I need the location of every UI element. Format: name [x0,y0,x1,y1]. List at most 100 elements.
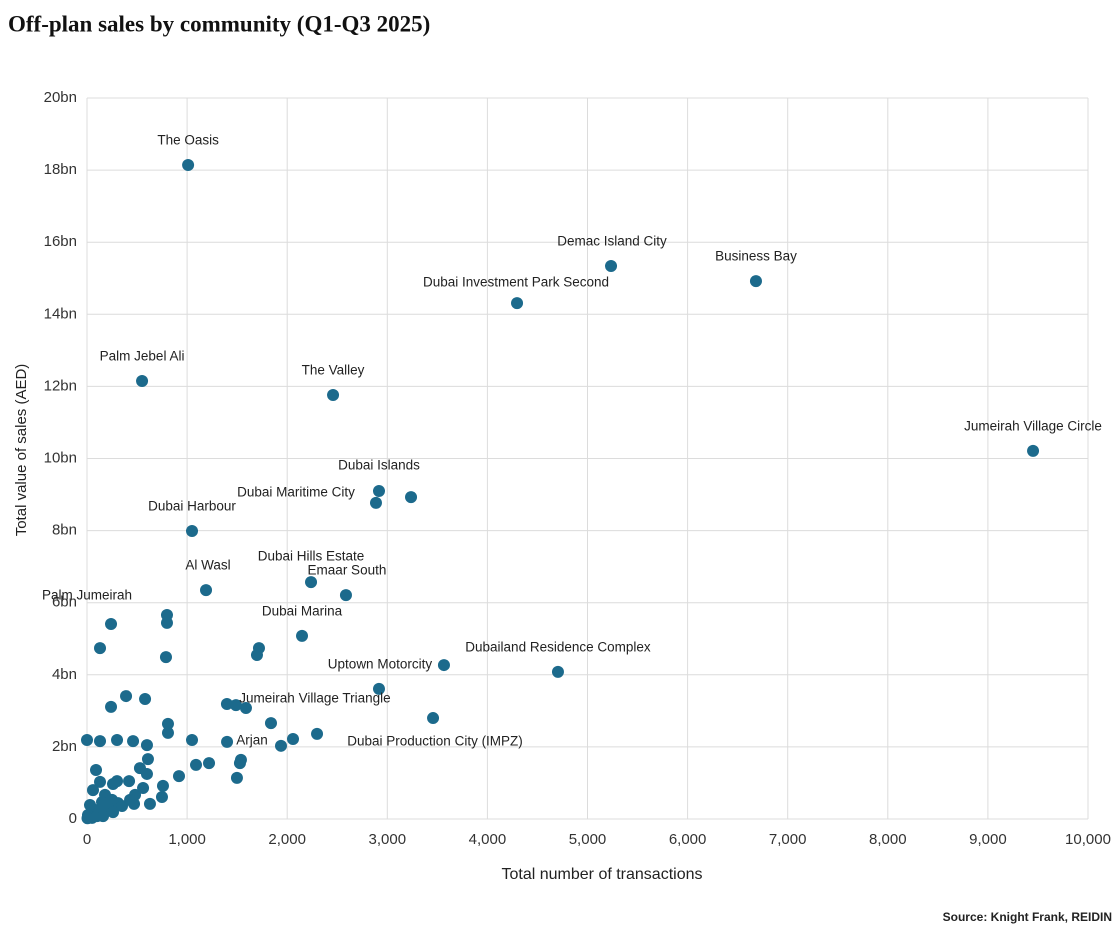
data-point [120,690,133,703]
y-tick-label: 6bn [52,594,77,611]
data-point [427,712,440,725]
data-point [200,584,213,597]
x-tick-label: 8,000 [869,831,907,848]
x-tick-label: 0 [83,831,91,848]
data-point [190,758,203,771]
data-point [230,771,243,784]
data-point [107,778,120,791]
data-point [161,717,174,730]
y-tick-label: 16bn [44,233,77,250]
x-tick-label: 2,000 [268,831,306,848]
data-point [369,496,382,509]
data-point [87,784,100,797]
data-point [94,775,107,788]
data-point [137,781,150,794]
point-label: Palm Jebel Ali [100,349,185,364]
data-point [156,779,169,792]
point-label: Business Bay [715,249,797,264]
y-tick-label: 4bn [52,666,77,683]
data-point [159,651,172,664]
data-point [127,735,140,748]
x-tick-label: 3,000 [369,831,407,848]
x-tick-label: 9,000 [969,831,1007,848]
data-point [203,757,216,770]
data-point [172,770,185,783]
data-point [605,259,618,272]
data-point [229,699,242,712]
data-point [136,374,149,387]
data-point [143,797,156,810]
x-tick-label: 7,000 [769,831,807,848]
x-tick-label: 6,000 [669,831,707,848]
data-point [155,791,168,804]
source-note: Source: Knight Frank, REIDIN [943,910,1112,924]
data-point [287,732,300,745]
x-tick-label: 4,000 [469,831,507,848]
data-point [250,648,263,661]
data-point [186,734,199,747]
point-label: Emaar South [308,563,387,578]
data-point [264,717,277,730]
data-point [124,793,137,806]
point-label: Dubai Production City (IMPZ) [347,734,523,749]
data-point [296,629,309,642]
data-point [133,762,146,775]
data-point [141,753,154,766]
point-label: Jumeirah Village Circle [964,418,1102,433]
data-point [220,698,233,711]
y-tick-label: 20bn [44,89,77,106]
y-tick-label: 8bn [52,522,77,539]
point-label: Palm Jumeirah [42,588,132,603]
data-point [139,692,152,705]
data-point [327,389,340,402]
data-point [94,735,107,748]
point-label: Dubai Investment Park Second [423,275,609,290]
data-point [511,297,524,310]
y-tick-label: 14bn [44,305,77,322]
data-point [94,642,107,655]
data-point [405,491,418,504]
point-label: Uptown Motorcity [328,657,433,672]
point-label: Demac Island City [557,234,667,249]
data-point [96,796,109,809]
x-tick-label: 1,000 [168,831,206,848]
data-point [182,159,195,172]
chart-title: Off-plan sales by community (Q1-Q3 2025) [8,11,430,36]
point-label: Arjan [236,732,268,747]
data-point [339,589,352,602]
point-label: Dubai Maritime City [237,484,355,499]
y-tick-label: 0 [69,810,77,827]
data-point [81,734,93,747]
data-point [97,810,110,823]
y-tick-label: 10bn [44,449,77,466]
point-label: Dubai Hills Estate [258,549,365,564]
data-point [233,757,246,770]
data-point [221,735,234,748]
point-label: Jumeirah Village Triangle [239,691,390,706]
data-point [239,701,252,714]
data-point [90,763,103,776]
data-point [105,700,118,713]
data-point [437,659,450,672]
point-label: Dubailand Residence Complex [465,639,651,654]
data-point [749,275,762,288]
data-point [551,665,564,678]
data-point [311,727,324,740]
point-label: Dubai Harbour [148,499,236,514]
data-point [123,775,136,788]
data-point [274,739,287,752]
y-tick-label: 18bn [44,161,77,178]
point-label: The Oasis [157,133,219,148]
y-axis-label: Total value of sales (AED) [13,364,30,537]
data-point [186,524,199,537]
data-point [81,812,94,825]
point-label: Al Wasl [185,558,230,573]
point-label: Dubai Marina [262,603,343,618]
point-label: Dubai Islands [338,458,420,473]
data-point [372,682,385,695]
data-point [105,617,118,630]
data-point [160,616,173,629]
x-axis-label: Total number of transactions [502,866,703,883]
x-tick-label: 10,000 [1065,831,1111,848]
